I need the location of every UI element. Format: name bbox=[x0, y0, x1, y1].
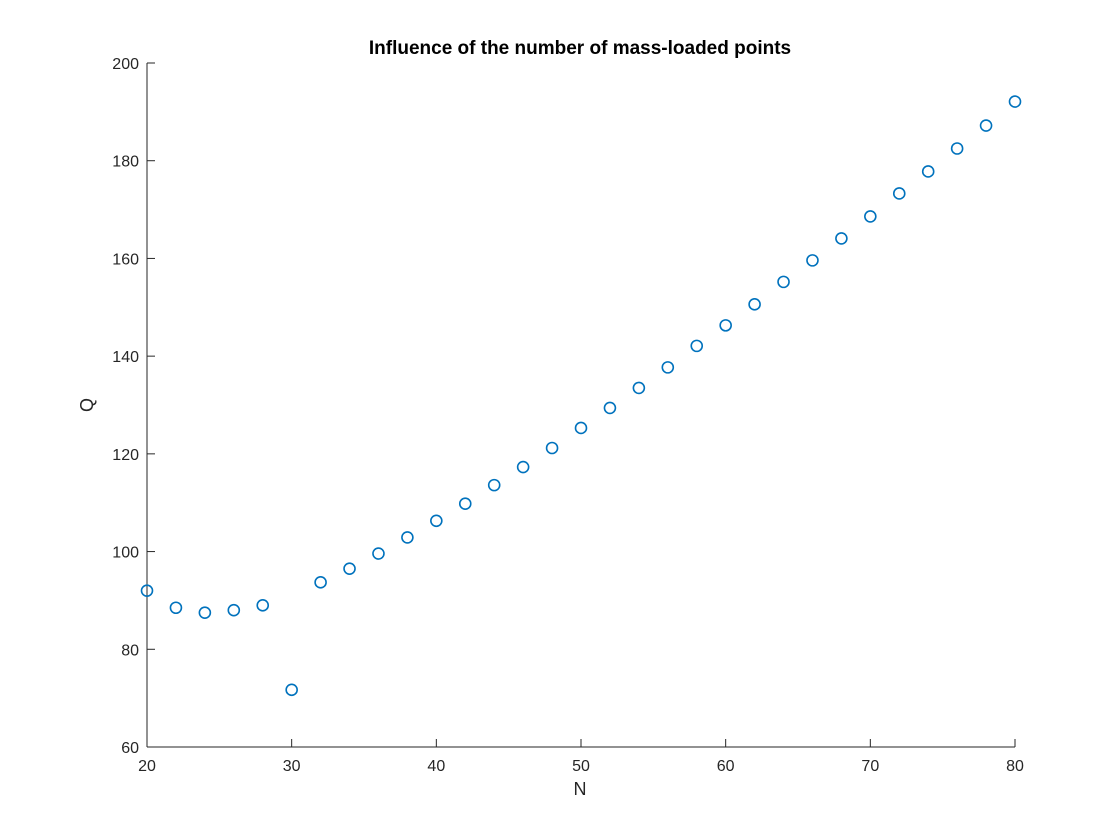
y-tick-label: 180 bbox=[112, 154, 139, 171]
data-point bbox=[921, 165, 935, 178]
y-tick-label: 160 bbox=[112, 251, 139, 268]
x-tick-label: 20 bbox=[138, 758, 156, 775]
data-point bbox=[516, 460, 530, 474]
y-tick-label: 140 bbox=[112, 349, 139, 366]
data-point bbox=[690, 339, 704, 353]
data-point bbox=[950, 142, 964, 155]
x-tick-label: 70 bbox=[861, 758, 879, 775]
x-tick-label: 50 bbox=[572, 758, 590, 775]
data-point bbox=[487, 478, 501, 492]
y-tick-label: 100 bbox=[112, 545, 139, 562]
x-tick-label: 30 bbox=[283, 758, 301, 775]
data-point bbox=[806, 254, 819, 267]
y-tick-label: 60 bbox=[121, 740, 139, 757]
data-points bbox=[140, 95, 1022, 697]
data-point bbox=[372, 547, 385, 560]
y-axis-label: Q bbox=[77, 398, 97, 412]
data-point bbox=[314, 576, 327, 589]
chart-title: Influence of the number of mass-loaded p… bbox=[369, 38, 791, 59]
data-point bbox=[632, 381, 646, 395]
data-point bbox=[198, 606, 212, 619]
data-point bbox=[140, 584, 154, 597]
data-point bbox=[1008, 95, 1022, 108]
x-axis-label: N bbox=[574, 779, 587, 799]
data-point bbox=[343, 562, 356, 575]
data-point bbox=[603, 401, 617, 415]
data-point bbox=[169, 601, 183, 615]
data-point bbox=[256, 599, 270, 612]
x-tick-label: 40 bbox=[427, 758, 445, 775]
data-point bbox=[979, 119, 993, 132]
y-tick-label: 200 bbox=[112, 56, 139, 73]
data-point bbox=[401, 531, 414, 544]
data-point bbox=[458, 497, 472, 510]
data-point bbox=[574, 421, 588, 435]
x-tick-label: 80 bbox=[1006, 758, 1024, 775]
data-point bbox=[892, 187, 906, 200]
axes: 20 30 40 50 60 70 80 60 80 100 120 140 160 180 200 bbox=[112, 56, 1024, 775]
data-point bbox=[835, 232, 848, 245]
y-tick-label: 120 bbox=[112, 447, 139, 464]
data-point bbox=[748, 298, 761, 311]
data-point bbox=[430, 514, 443, 528]
y-tick-label: 80 bbox=[121, 642, 139, 659]
data-point bbox=[661, 361, 675, 374]
data-point bbox=[719, 319, 732, 332]
data-point bbox=[777, 275, 790, 289]
data-point bbox=[545, 441, 559, 455]
data-point bbox=[227, 603, 241, 617]
x-tick-label: 60 bbox=[717, 758, 735, 775]
data-point bbox=[285, 683, 298, 697]
data-point bbox=[864, 210, 877, 223]
